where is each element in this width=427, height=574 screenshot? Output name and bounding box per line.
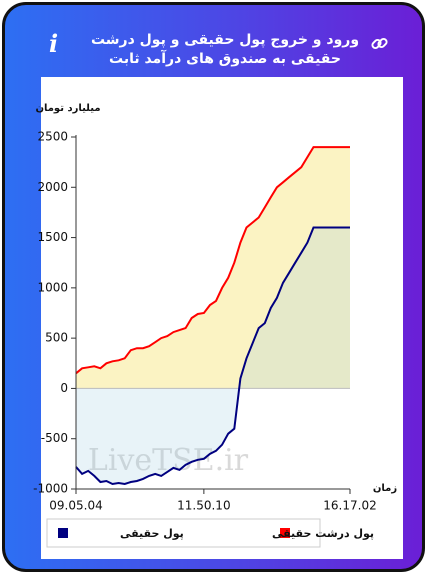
x-tick-label: 11.50.10 <box>177 499 230 513</box>
y-tick-label: 2500 <box>37 130 68 144</box>
x-tick-label: 09.05.04 <box>49 499 102 513</box>
y-tick-label: 2000 <box>37 180 68 194</box>
y-tick-label: 500 <box>45 331 68 345</box>
y-tick-label: 1500 <box>37 230 68 244</box>
y-tick-label: 1000 <box>37 280 68 294</box>
legend-label: پول درشت حقیقی <box>272 527 374 540</box>
legend-label: پول حقیقی <box>120 527 184 540</box>
legend-box <box>46 518 321 548</box>
y-tick-label: -1000 <box>33 482 68 496</box>
series-area <box>76 227 350 484</box>
y-tick-label: -500 <box>41 431 68 445</box>
chart-title: ورود و خروج پول حقیقی و پول درشت حقیقی ب… <box>90 32 360 67</box>
x-tick-label: 16.17.02 <box>323 499 376 513</box>
series-line <box>75 226 350 486</box>
y-tick-label: 0 <box>60 381 68 395</box>
link-icon[interactable] <box>369 33 391 55</box>
y-axis-title: میلیارد تومان <box>35 103 100 114</box>
x-axis-title: زمان <box>373 483 397 494</box>
series-line <box>75 146 350 375</box>
legend-swatch <box>280 528 290 538</box>
series-area <box>76 147 350 389</box>
legend-swatch <box>58 528 68 538</box>
info-icon[interactable]: i <box>49 29 59 58</box>
